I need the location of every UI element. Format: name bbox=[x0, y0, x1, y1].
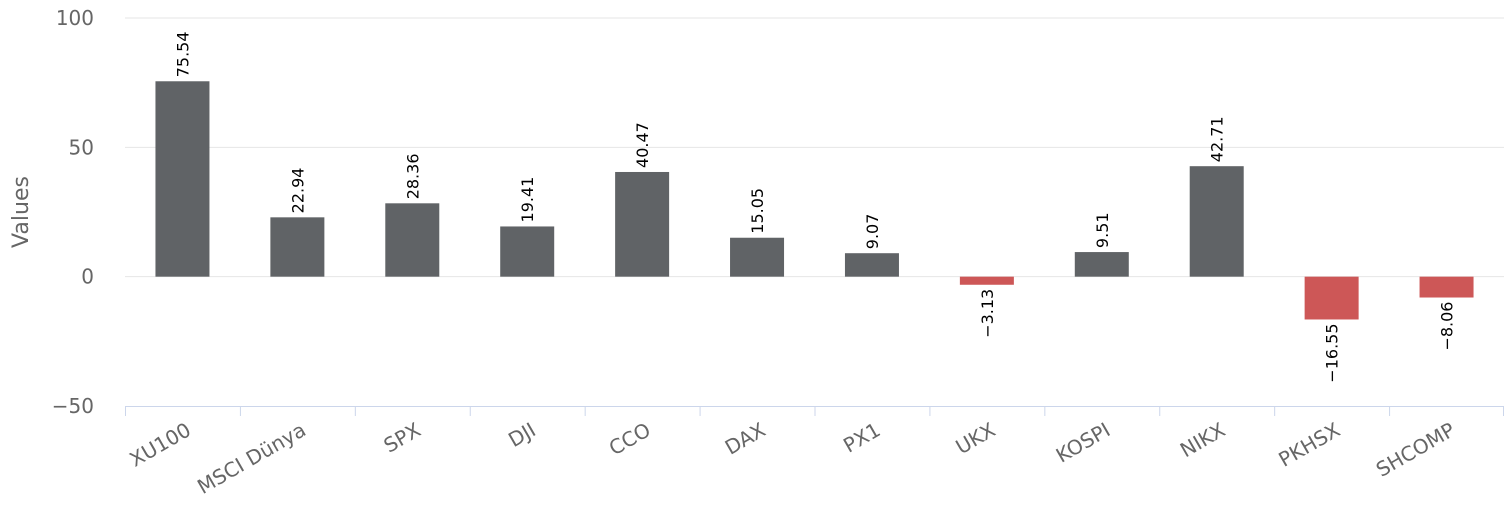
bar[interactable] bbox=[1189, 166, 1244, 277]
x-category-label: KOSPI bbox=[1052, 418, 1115, 468]
bar[interactable] bbox=[615, 171, 670, 277]
x-category-label: DAX bbox=[721, 417, 770, 459]
bar[interactable] bbox=[1074, 252, 1129, 277]
x-category-label: MSCI Dünya bbox=[193, 418, 310, 499]
bar[interactable] bbox=[155, 81, 210, 277]
bars bbox=[155, 81, 1474, 320]
data-label: 22.94 bbox=[288, 168, 307, 214]
data-label: 75.54 bbox=[173, 31, 192, 77]
bar[interactable] bbox=[730, 237, 785, 277]
y-tick-label: 100 bbox=[56, 6, 94, 30]
x-category-label: CCO bbox=[605, 418, 655, 461]
y-axis-title: Values bbox=[9, 176, 34, 248]
data-label: 19.41 bbox=[518, 177, 537, 223]
bar[interactable] bbox=[844, 253, 899, 277]
x-category-label: UKX bbox=[951, 417, 999, 459]
y-tick-label: −50 bbox=[52, 394, 94, 418]
grid-lines bbox=[125, 17, 1504, 278]
data-label: 9.51 bbox=[1093, 212, 1112, 248]
data-label: 15.05 bbox=[748, 188, 767, 234]
x-category-label: DJI bbox=[504, 418, 540, 452]
bar[interactable] bbox=[1304, 276, 1359, 320]
bar[interactable] bbox=[1419, 276, 1474, 298]
data-label: −3.13 bbox=[978, 289, 997, 338]
data-labels: 75.54 22.94 28.36 19.41 40.47 15.05 9.07 −3.13 9… bbox=[173, 31, 1456, 382]
data-label: 28.36 bbox=[403, 153, 422, 199]
bar[interactable] bbox=[385, 203, 440, 277]
bar[interactable] bbox=[270, 217, 325, 277]
y-tick-label: 0 bbox=[81, 265, 94, 289]
data-label: 40.47 bbox=[633, 122, 652, 168]
x-category-label: PKHSX bbox=[1274, 417, 1344, 471]
y-axis-tick-labels: 100 50 0 −50 bbox=[52, 6, 94, 418]
data-label: 42.71 bbox=[1208, 116, 1227, 162]
data-label: −16.55 bbox=[1323, 323, 1342, 382]
x-category-label: NIKX bbox=[1176, 417, 1230, 462]
data-label: 9.07 bbox=[863, 214, 882, 250]
bar[interactable] bbox=[500, 226, 555, 277]
x-category-label: XU100 bbox=[125, 418, 195, 472]
data-label: −8.06 bbox=[1438, 302, 1457, 351]
x-category-label: SHCOMP bbox=[1372, 418, 1459, 482]
bar[interactable] bbox=[959, 276, 1014, 285]
x-category-label: PX1 bbox=[839, 418, 884, 458]
x-category-label: SPX bbox=[379, 417, 425, 457]
y-tick-label: 50 bbox=[69, 135, 94, 159]
x-axis bbox=[125, 406, 1504, 416]
